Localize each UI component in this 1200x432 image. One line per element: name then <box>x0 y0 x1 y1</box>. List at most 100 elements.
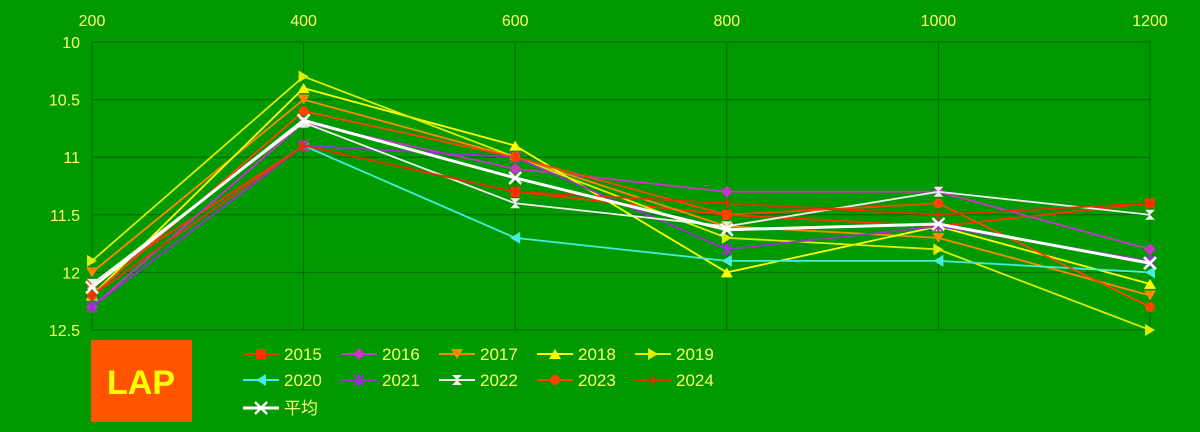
lap-badge-label: LAP <box>107 364 175 402</box>
data-point <box>510 198 521 209</box>
legend-item-2015: 2015 <box>243 345 322 364</box>
y-tick-label: 12.5 <box>49 323 80 340</box>
data-point <box>648 375 658 385</box>
data-point <box>254 401 268 415</box>
data-point <box>720 185 733 198</box>
series-line-2024 <box>91 144 1151 297</box>
data-point <box>719 222 734 237</box>
series-line-2018 <box>91 87 1151 297</box>
data-point <box>549 349 561 359</box>
x-tick-label: 800 <box>713 13 740 30</box>
data-point <box>721 198 732 209</box>
series-line-2016 <box>91 121 1151 308</box>
data-point <box>721 231 732 244</box>
series-- <box>85 113 1157 295</box>
data-point <box>720 267 733 278</box>
data-point <box>931 217 946 231</box>
legend-item-2019: 2019 <box>635 345 714 364</box>
data-point <box>297 94 310 105</box>
data-point <box>721 254 732 267</box>
data-point <box>87 254 97 267</box>
marker-stroke <box>353 374 365 386</box>
x-tick-label: 400 <box>290 13 317 30</box>
data-point <box>509 162 522 175</box>
series-2024 <box>87 140 1155 301</box>
data-point <box>86 300 98 313</box>
lap-badge: LAP <box>91 340 192 422</box>
data-point <box>451 349 463 359</box>
legend-label: 平均 <box>284 399 318 418</box>
data-point <box>256 374 266 386</box>
legend: 2015 2016 2017 2018 2019 2020 2021 2022 2023 2024… <box>243 345 714 418</box>
x-axis-ticks: 200 400 600 800 1000 1200 <box>79 13 1168 30</box>
data-point <box>353 374 365 386</box>
lap-badge-box <box>91 340 192 422</box>
data-point <box>721 243 733 256</box>
data-point <box>1143 256 1157 271</box>
legend-item-2024: 2024 <box>635 371 714 390</box>
data-point <box>933 209 944 220</box>
data-point <box>256 349 266 359</box>
series-line-2023 <box>91 110 1151 308</box>
data-point <box>1145 198 1155 209</box>
data-point <box>1145 301 1155 312</box>
data-point <box>648 348 658 360</box>
legend-label: 2020 <box>284 371 322 390</box>
legend-label: 2016 <box>382 345 420 364</box>
data-point <box>452 375 462 385</box>
data-point <box>297 83 310 94</box>
series-2018 <box>86 83 1156 301</box>
x-tick-label: 600 <box>502 13 529 30</box>
data-point <box>1145 266 1155 279</box>
data-point <box>932 232 945 243</box>
series-lines <box>85 70 1157 336</box>
legend-label: 2015 <box>284 345 322 364</box>
data-point <box>1145 324 1155 336</box>
data-point <box>298 140 309 151</box>
data-point <box>353 348 365 360</box>
legend-label: 2022 <box>480 371 518 390</box>
data-point <box>1145 209 1155 220</box>
y-axis-ticks: 10 10.5 11 11.5 12 12.5 <box>49 35 80 340</box>
data-point <box>510 152 521 163</box>
legend-label: 2023 <box>578 371 616 390</box>
data-point <box>1144 290 1156 301</box>
data-point <box>510 231 521 244</box>
legend-label: 2017 <box>480 345 518 364</box>
y-tick-label: 11 <box>63 150 80 167</box>
marker-stroke <box>86 300 98 313</box>
data-point <box>85 280 99 295</box>
x-tick-label: 200 <box>79 13 106 30</box>
legend-item--: 平均 <box>243 399 318 418</box>
legend-item-2018: 2018 <box>537 345 616 364</box>
data-point <box>933 243 944 256</box>
legend-item-2020: 2020 <box>243 371 322 390</box>
legend-item-2016: 2016 <box>341 345 420 364</box>
data-point <box>721 209 732 220</box>
data-point <box>1144 243 1156 256</box>
legend-item-2022: 2022 <box>439 371 518 390</box>
data-point <box>298 106 309 117</box>
data-point <box>87 290 97 301</box>
data-point <box>933 186 944 197</box>
marker-stroke <box>721 243 733 256</box>
legend-item-2023: 2023 <box>537 371 616 390</box>
legend-item-2017: 2017 <box>439 345 518 364</box>
data-point <box>86 267 98 278</box>
x-tick-label: 1200 <box>1132 13 1168 30</box>
data-point <box>1144 278 1156 289</box>
y-tick-label: 10 <box>62 35 80 52</box>
data-point <box>550 375 560 385</box>
legend-label: 2018 <box>578 345 616 364</box>
y-tick-label: 12 <box>62 265 80 282</box>
data-point <box>933 198 944 209</box>
legend-item-2021: 2021 <box>341 371 420 390</box>
data-point <box>509 140 522 151</box>
data-point <box>296 113 311 128</box>
y-tick-label: 10.5 <box>49 93 80 110</box>
x-tick-label: 1000 <box>921 13 957 30</box>
legend-label: 2019 <box>676 345 714 364</box>
data-point <box>510 186 521 197</box>
